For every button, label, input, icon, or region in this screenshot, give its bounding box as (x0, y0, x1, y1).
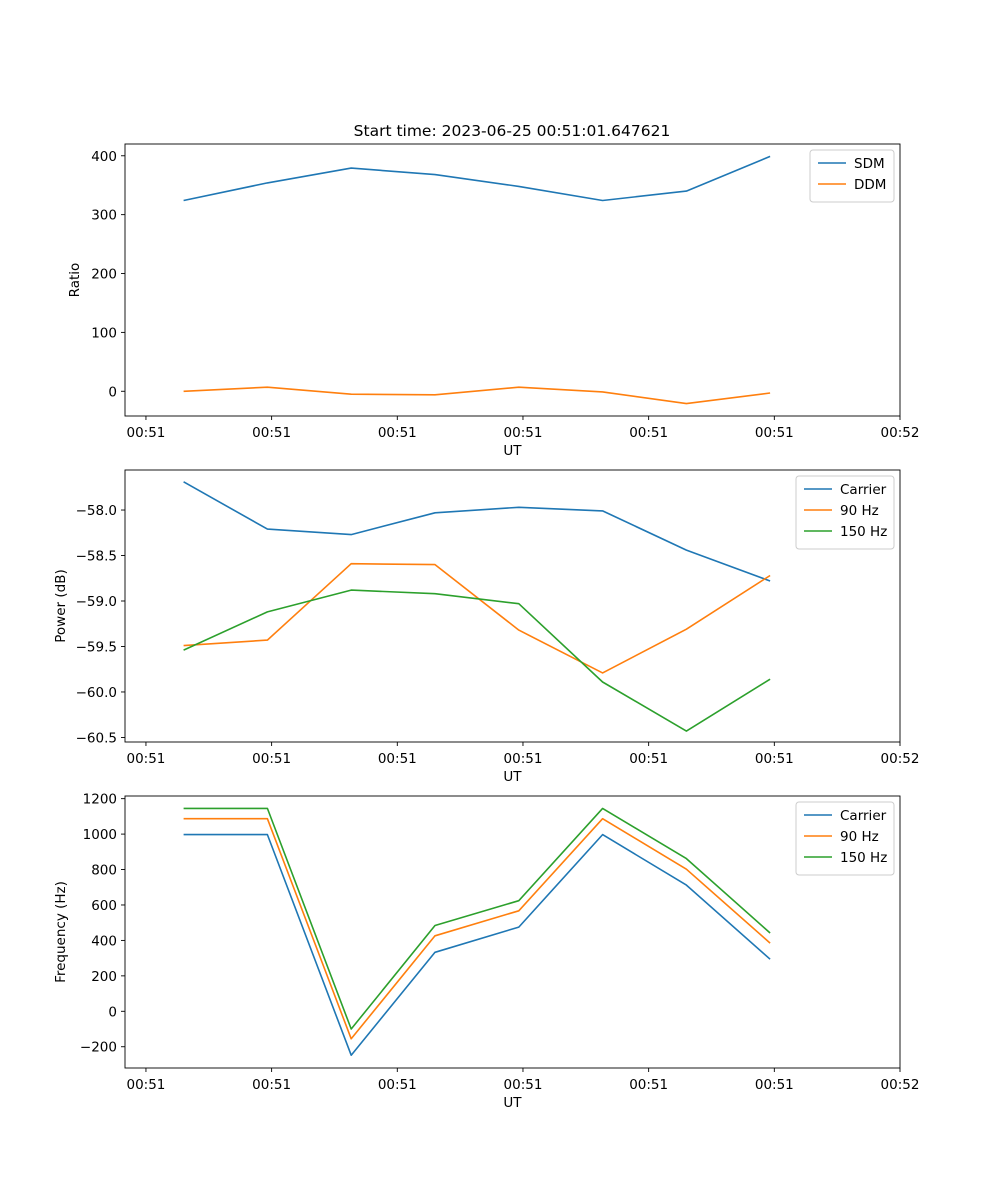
x-tick-label: 00:51 (126, 1077, 165, 1093)
axes-frame (124, 143, 901, 417)
y-tick-label: 1000 (83, 827, 117, 843)
series-line-150-hz (183, 589, 771, 732)
series-line-carrier (183, 833, 771, 1056)
x-tick-label: 00:52 (881, 751, 920, 767)
legend-entry: DDM (854, 177, 886, 193)
y-tick-label: −60.0 (76, 685, 117, 701)
y-tick-label: −58.0 (76, 503, 117, 519)
x-tick-label: 00:51 (378, 751, 417, 767)
y-tick-label: 400 (91, 933, 117, 949)
axes-frame (124, 795, 901, 1069)
y-tick-label: 0 (108, 384, 117, 400)
series-line-carrier (183, 481, 771, 582)
x-tick-label: 00:51 (504, 751, 543, 767)
y-tick-label: −60.5 (76, 730, 117, 746)
y-tick-label: −59.5 (76, 639, 117, 655)
x-tick-label: 00:51 (504, 1077, 543, 1093)
x-tick-label: 00:51 (755, 425, 794, 441)
plots: 00:51 00:51 00:51 00:51 00:51 00:51 00:52 0 100 2… (53, 143, 920, 1111)
figure-title: Start time: 2023-06-25 00:51:01.647621 (354, 122, 671, 140)
series-line-sdm (183, 155, 771, 202)
x-tick-label: 00:51 (126, 751, 165, 767)
x-tick-label: 00:51 (252, 425, 291, 441)
y-tick-label: 800 (91, 863, 117, 879)
x-tick-label: 00:52 (881, 425, 920, 441)
y-tick-label: 200 (91, 267, 117, 283)
y-tick-label: 200 (91, 969, 117, 985)
subplot-3: 00:51 00:51 00:51 00:51 00:51 00:51 00:52 −200 0… (53, 792, 919, 1111)
legend: Carrier 90 Hz 150 Hz (795, 475, 895, 550)
y-tick-label: 0 (108, 1004, 117, 1020)
y-tick-label: 1200 (83, 792, 117, 808)
x-tick-label: 00:51 (252, 751, 291, 767)
series-line-ddm (183, 386, 771, 405)
y-axis-label: Power (dB) (53, 569, 69, 642)
subplot-1: 00:51 00:51 00:51 00:51 00:51 00:51 00:52 0 100 2… (67, 143, 920, 459)
x-tick-label: 00:51 (378, 425, 417, 441)
x-tick-label: 00:51 (252, 1077, 291, 1093)
series-line-90-hz (183, 562, 771, 674)
x-tick-label: 00:51 (755, 1077, 794, 1093)
legend-entry: SDM (854, 156, 885, 172)
legend-entry: 90 Hz (840, 829, 879, 845)
y-axis-label: Frequency (Hz) (53, 881, 69, 983)
x-axis-label: UT (503, 1095, 522, 1111)
legend-entry: 150 Hz (840, 524, 887, 540)
x-tick-label: 00:51 (504, 425, 543, 441)
x-axis-label: UT (503, 443, 522, 459)
legend: Carrier 90 Hz 150 Hz (795, 801, 895, 876)
axes-frame (124, 469, 901, 743)
x-axis-label: UT (503, 769, 522, 785)
legend-entry: Carrier (840, 808, 887, 824)
y-tick-label: 100 (91, 325, 117, 341)
y-tick-label: 400 (91, 149, 117, 165)
y-tick-label: −59.0 (76, 594, 117, 610)
y-tick-label: −200 (80, 1040, 117, 1056)
x-tick-label: 00:51 (629, 751, 668, 767)
x-tick-label: 00:51 (629, 425, 668, 441)
y-axis-label: Ratio (67, 263, 83, 298)
subplot-2: 00:51 00:51 00:51 00:51 00:51 00:51 00:52 −60.5… (53, 469, 920, 785)
series-line-150-hz (183, 807, 771, 1030)
x-tick-label: 00:51 (126, 425, 165, 441)
y-tick-label: 600 (91, 898, 117, 914)
x-tick-label: 00:51 (629, 1077, 668, 1093)
x-tick-label: 00:51 (378, 1077, 417, 1093)
series-line-90-hz (183, 817, 771, 1040)
legend-entry: Carrier (840, 482, 887, 498)
legend: SDM DDM (809, 149, 895, 203)
x-tick-label: 00:52 (881, 1077, 920, 1093)
y-tick-label: −58.5 (76, 549, 117, 565)
legend-entry: 90 Hz (840, 503, 879, 519)
x-tick-label: 00:51 (755, 751, 794, 767)
y-tick-label: 300 (91, 208, 117, 224)
legend-entry: 150 Hz (840, 850, 887, 866)
